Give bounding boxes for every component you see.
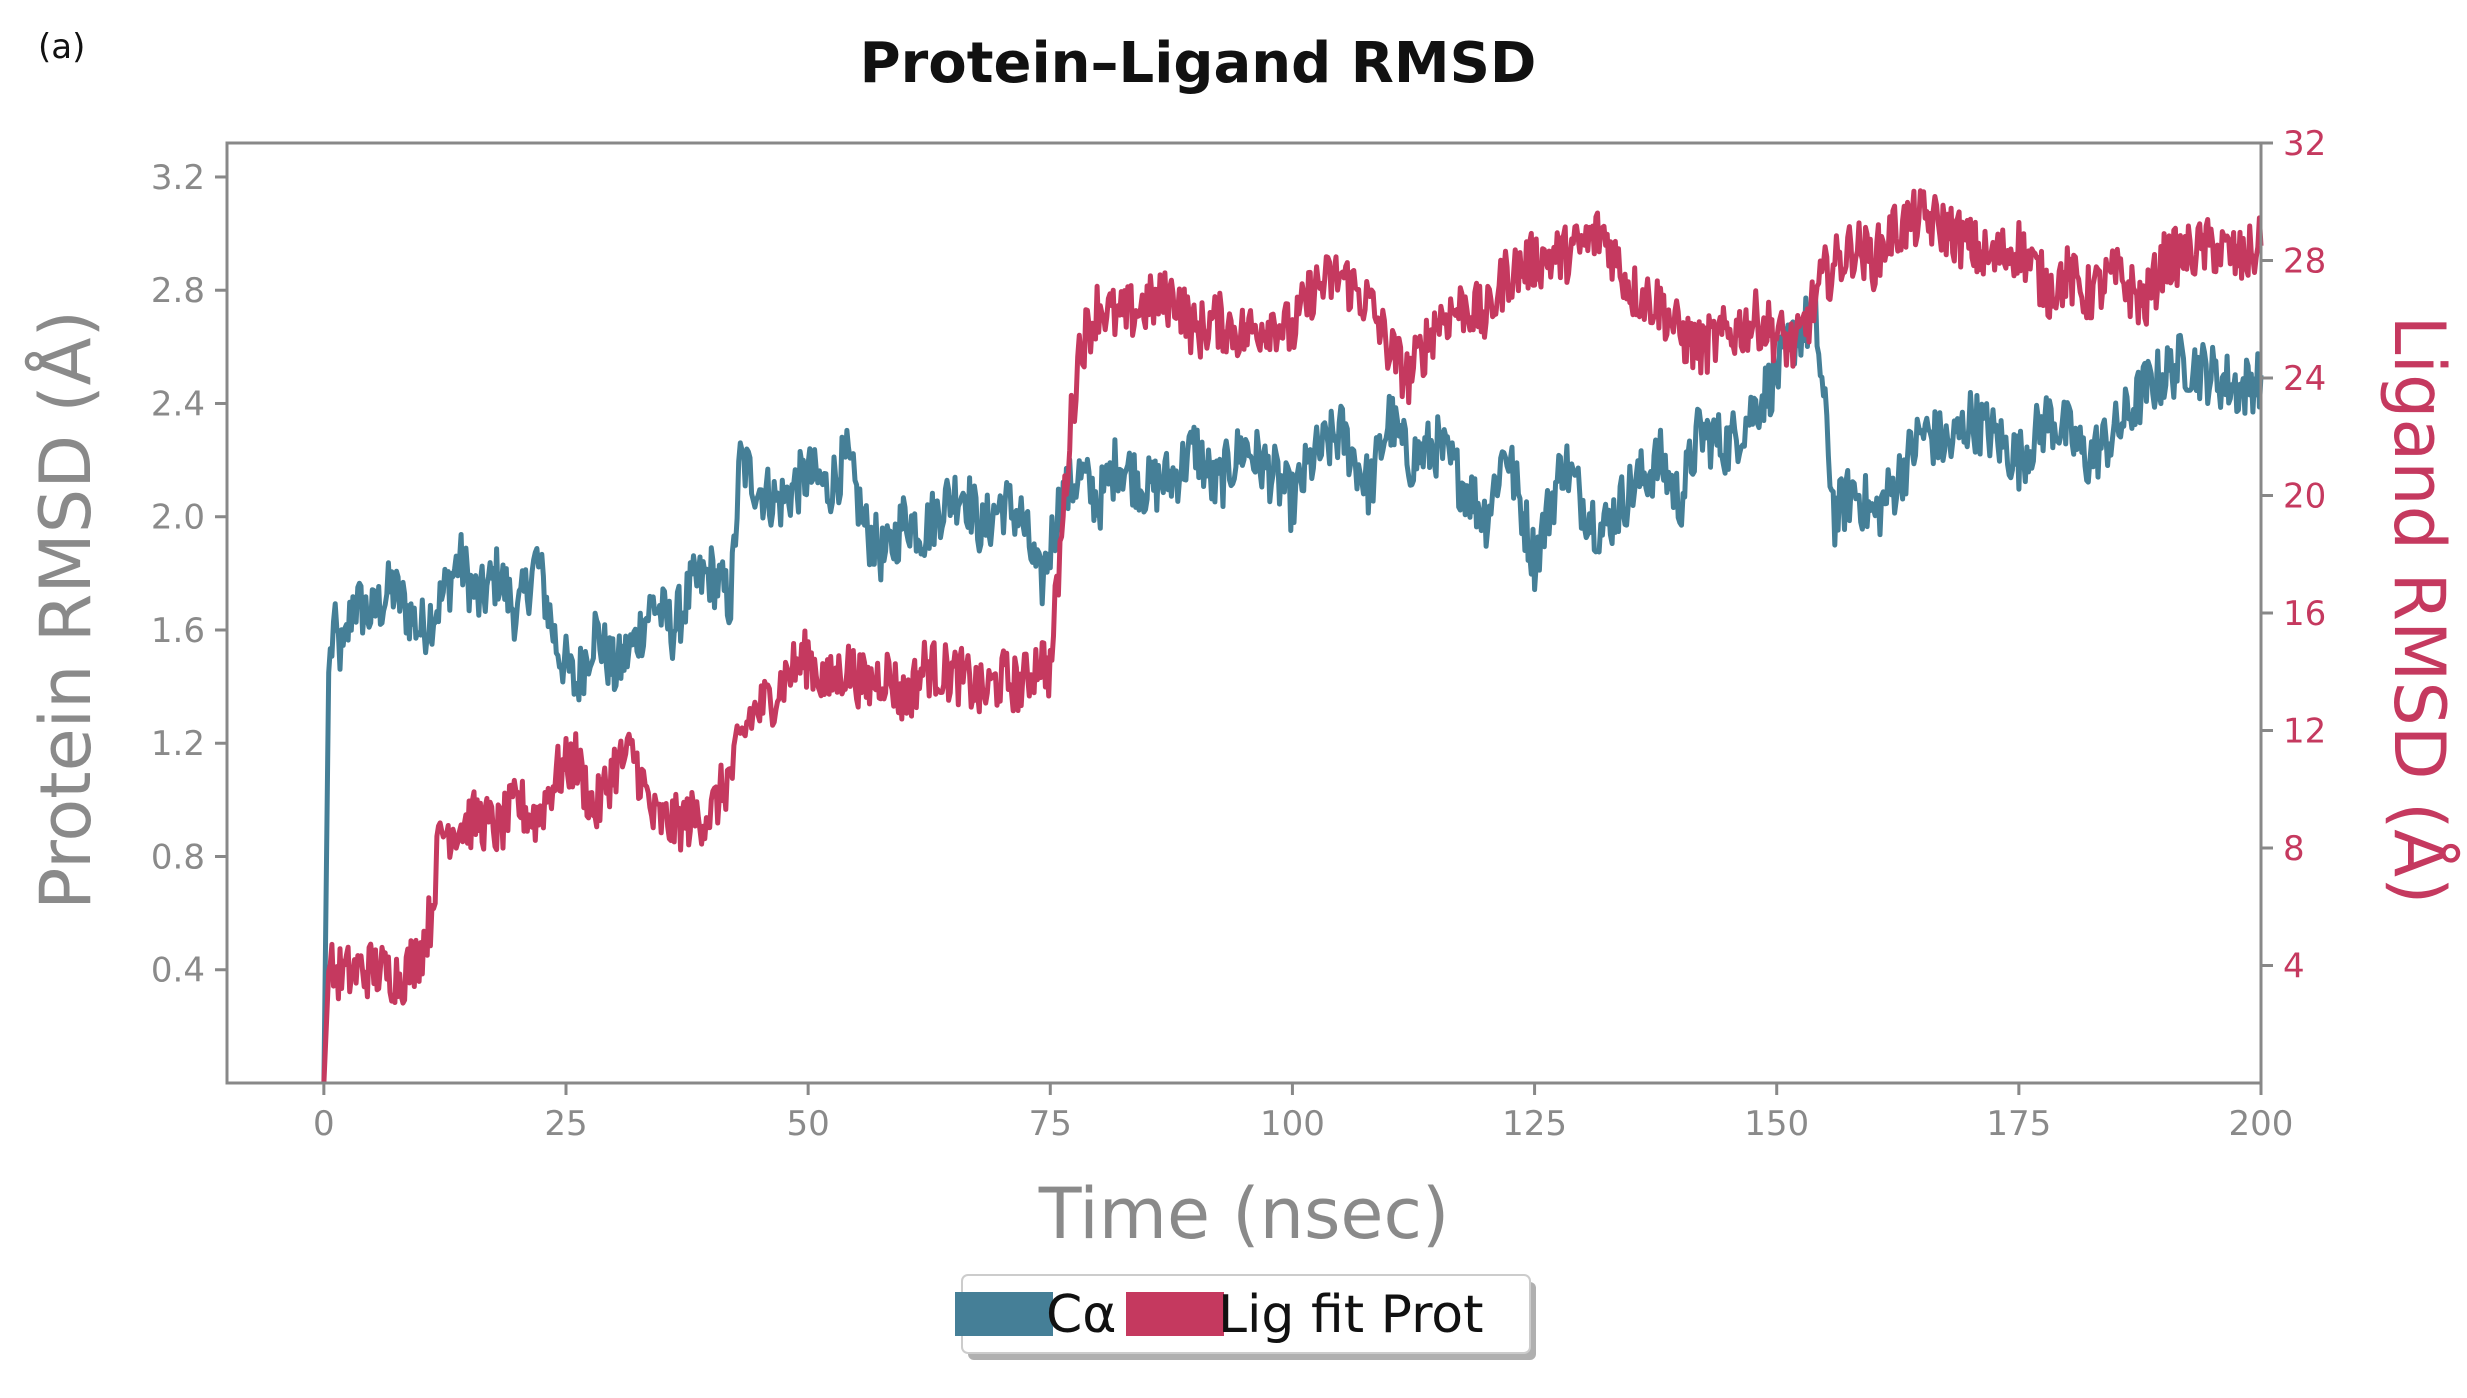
x-tick-label: 75 bbox=[1029, 1104, 1072, 1144]
x-tick-label: 100 bbox=[1260, 1104, 1325, 1144]
right-y-axis: 32 28 24 20 16 12 8 4 bbox=[2261, 124, 2326, 987]
legend-swatch-ca bbox=[955, 1292, 1053, 1336]
right-y-tick-label: 24 bbox=[2283, 359, 2326, 399]
x-tick-label: 0 bbox=[313, 1104, 335, 1144]
left-y-tick-label: 3.2 bbox=[151, 158, 205, 198]
right-y-tick-label: 20 bbox=[2283, 477, 2326, 517]
plot-frame bbox=[225, 141, 2263, 1085]
x-tick-label: 125 bbox=[1502, 1104, 1567, 1144]
right-y-tick-label: 28 bbox=[2283, 242, 2326, 282]
legend: Cα Lig fit Prot bbox=[955, 1274, 1536, 1360]
right-y-tick-label: 12 bbox=[2283, 712, 2326, 752]
left-y-tick-label: 2.4 bbox=[151, 384, 205, 424]
x-tick-label: 200 bbox=[2229, 1104, 2294, 1144]
x-axis: 0 25 50 75 100 125 150 175 200 bbox=[313, 1083, 2293, 1144]
x-axis-label: Time (nsec) bbox=[1038, 1173, 1450, 1255]
legend-label-ca: Cα bbox=[1046, 1285, 1117, 1345]
panel-label: (a) bbox=[38, 27, 85, 67]
series-line-0 bbox=[321, 290, 2264, 1084]
chart-title: Protein–Ligand RMSD bbox=[860, 31, 1537, 96]
x-tick-label: 150 bbox=[1744, 1104, 1809, 1144]
right-y-tick-label: 16 bbox=[2283, 594, 2326, 634]
right-y-tick-label: 8 bbox=[2283, 829, 2305, 869]
left-y-tick-label: 2.0 bbox=[151, 498, 205, 538]
right-y-axis-label: Ligand RMSD (Å) bbox=[2378, 316, 2460, 905]
legend-label-lig: Lig fit Prot bbox=[1218, 1285, 1484, 1345]
series-layer bbox=[321, 188, 2264, 1084]
right-y-tick-label: 4 bbox=[2283, 947, 2305, 987]
left-y-axis-label: Protein RMSD (Å) bbox=[25, 310, 107, 910]
left-y-tick-label: 2.8 bbox=[151, 271, 205, 311]
left-y-tick-label: 1.2 bbox=[151, 724, 205, 764]
left-y-axis: 3.2 2.8 2.4 2.0 1.6 1.2 0.8 0.4 bbox=[151, 158, 227, 991]
left-y-tick-label: 0.8 bbox=[151, 837, 205, 877]
right-y-tick-label: 32 bbox=[2283, 124, 2326, 164]
legend-swatch-lig bbox=[1126, 1292, 1224, 1336]
x-tick-label: 25 bbox=[544, 1104, 587, 1144]
series-line-1 bbox=[321, 188, 2264, 1084]
left-y-tick-label: 0.4 bbox=[151, 951, 205, 991]
x-tick-label: 50 bbox=[787, 1104, 830, 1144]
left-y-tick-label: 1.6 bbox=[151, 611, 205, 651]
x-tick-label: 175 bbox=[1986, 1104, 2051, 1144]
